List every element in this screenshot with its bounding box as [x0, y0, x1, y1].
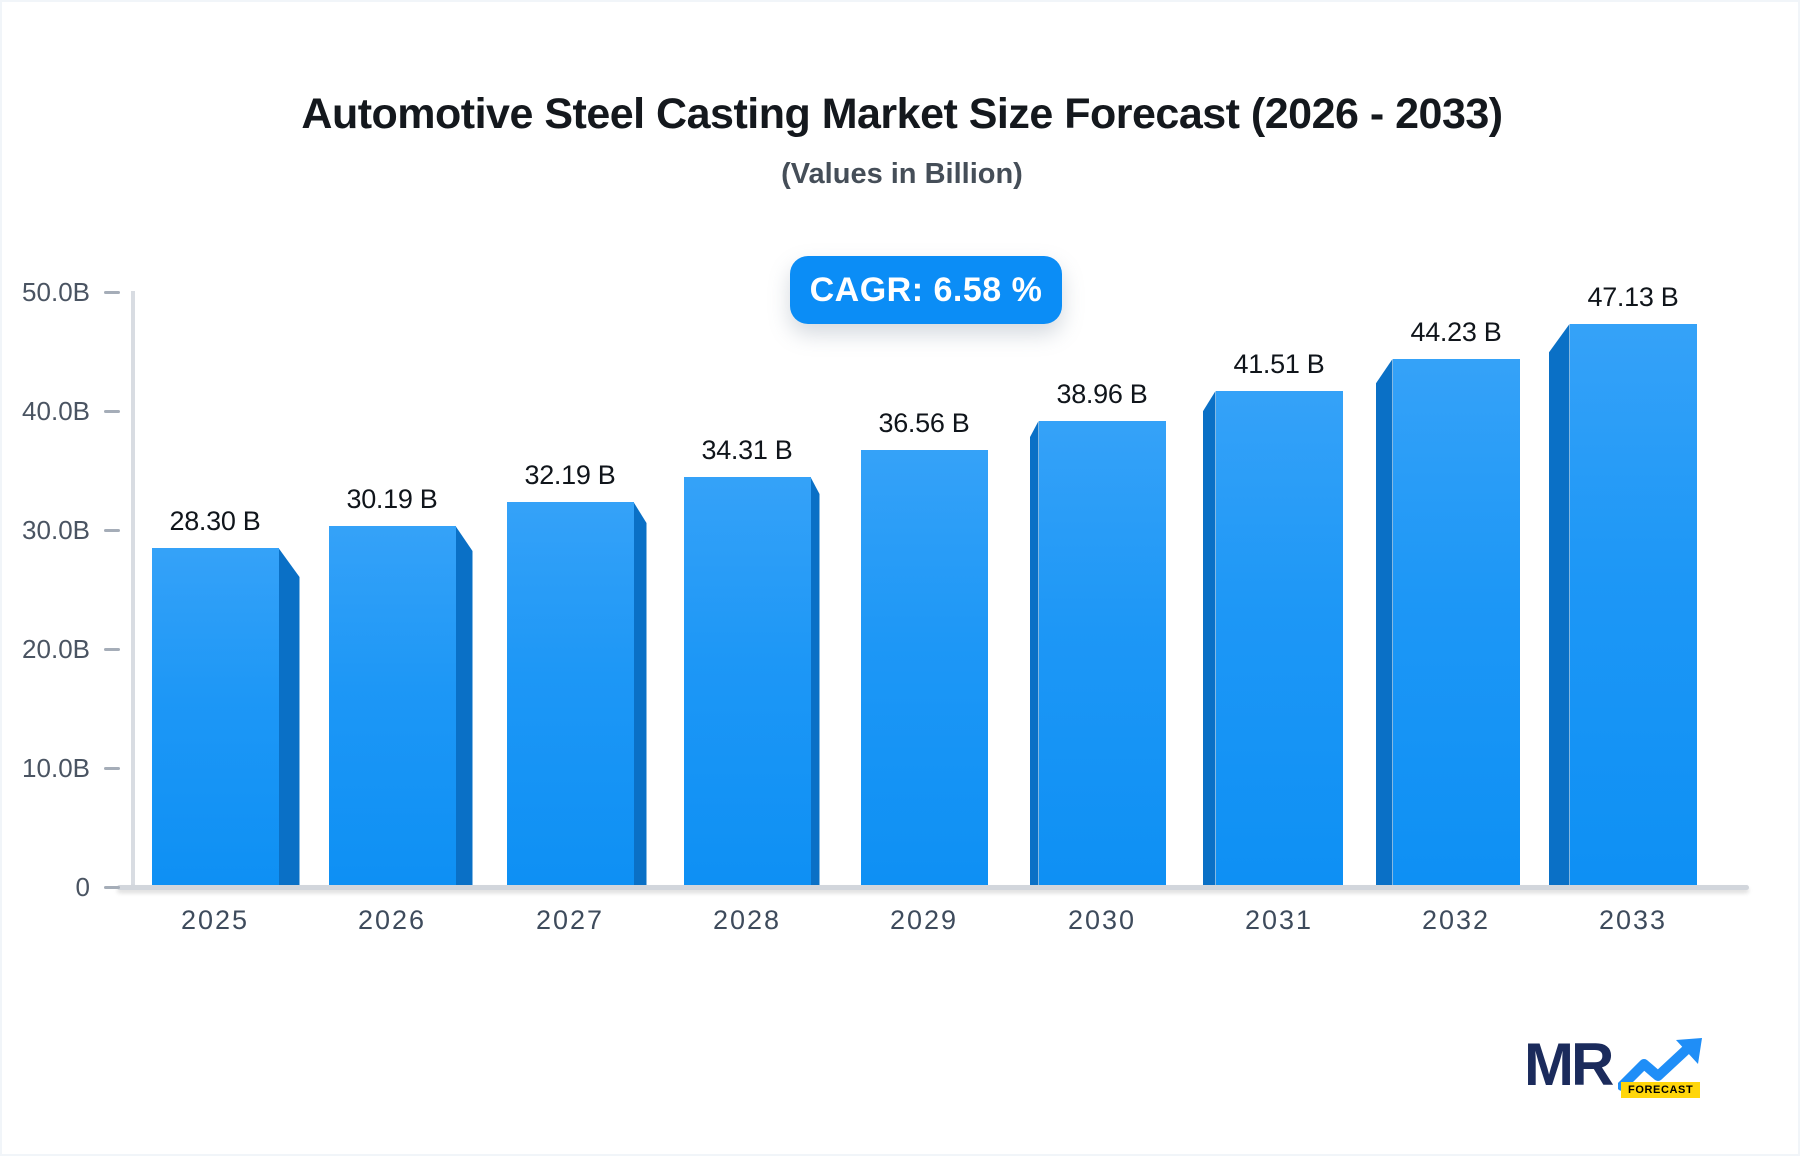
y-tick-label: 30.0B [22, 515, 90, 545]
y-tick [104, 648, 120, 651]
y-tick [104, 291, 120, 294]
x-category-label: 2029 [889, 905, 959, 935]
bar [1029, 421, 1166, 885]
bar-value-label: 44.23 B [1410, 317, 1502, 347]
logo-trend-arrow-icon [1618, 1038, 1702, 1091]
x-category-label: 2025 [180, 905, 250, 935]
y-tick-label: 0 [75, 872, 90, 902]
bar-face [151, 548, 279, 885]
bar-side-face [455, 526, 473, 885]
bar-side-face [1548, 324, 1570, 885]
bar-value-label: 30.19 B [346, 484, 438, 514]
bar-face [1215, 391, 1343, 885]
x-category-label: 2032 [1421, 905, 1491, 935]
y-tick-label: 20.0B [22, 634, 90, 664]
bar [506, 502, 647, 885]
y-tick-label: 10.0B [22, 753, 90, 783]
mrforecast-logo: MR FORECAST [1524, 1031, 1714, 1110]
y-tick [104, 529, 120, 532]
y-axis-line [131, 291, 135, 887]
bar-value-label: 32.19 B [524, 460, 616, 490]
bar-value-label: 34.31 B [701, 435, 793, 465]
bar [1202, 391, 1343, 885]
logo-mr-text: MR [1524, 1031, 1614, 1098]
bar-value-label: 38.96 B [1056, 379, 1148, 409]
bar-side-face [1202, 391, 1216, 885]
bar-value-label: 47.13 B [1587, 282, 1679, 312]
chart-title: Automotive Steel Casting Market Size For… [301, 90, 1503, 138]
chart-subtitle: (Values in Billion) [781, 158, 1023, 190]
bar-side-face [278, 548, 300, 885]
x-category-label: 2031 [1244, 905, 1314, 935]
bar-face [1392, 359, 1520, 885]
y-tick-label: 40.0B [22, 396, 90, 426]
bar-side-face [633, 502, 647, 885]
y-tick-label: 50.0B [22, 277, 90, 307]
bar [151, 548, 300, 885]
bar-face [1569, 324, 1697, 885]
x-category-label: 2027 [535, 905, 605, 935]
x-category-label: 2030 [1067, 905, 1137, 935]
y-tick [104, 767, 120, 770]
bar-face [1038, 421, 1166, 885]
bar-face [328, 526, 456, 885]
bar-value-label: 36.56 B [878, 408, 970, 438]
bar-face [860, 450, 988, 885]
bar-value-label: 41.51 B [1233, 349, 1325, 379]
bar-value-label: 28.30 B [169, 506, 261, 536]
bar [683, 477, 820, 885]
x-category-label: 2028 [712, 905, 782, 935]
y-tick [104, 886, 120, 889]
x-category-label: 2026 [357, 905, 427, 935]
x-category-label: 2033 [1598, 905, 1668, 935]
bar-face [506, 502, 634, 885]
x-axis-line [117, 885, 1749, 890]
y-tick [104, 410, 120, 413]
bar [1375, 359, 1520, 885]
cagr-badge: CAGR: 6.58 % [790, 256, 1062, 324]
bar [860, 450, 988, 885]
bar-face [683, 477, 811, 885]
bar [1548, 324, 1697, 885]
logo-forecast-badge: FORECAST [1621, 1082, 1701, 1098]
bar [328, 526, 473, 885]
bar-side-face [1029, 421, 1039, 885]
bar-side-face [810, 477, 820, 885]
bar-side-face [1375, 359, 1393, 885]
